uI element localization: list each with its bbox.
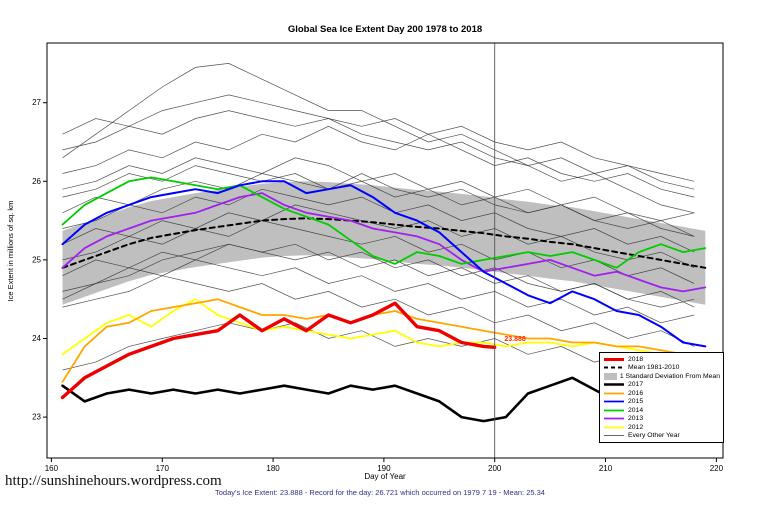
series-every-other-year — [62, 204, 695, 269]
series-every-other-year — [62, 188, 695, 253]
legend-item: 2012 — [603, 423, 720, 431]
series-every-other-year — [62, 94, 695, 182]
legend-label: 2018 — [628, 355, 644, 363]
legend-line-swatch — [604, 417, 624, 420]
legend-label: 2014 — [628, 406, 644, 414]
series-every-other-year — [62, 165, 695, 237]
series-2017 — [61, 376, 707, 427]
x-tick-label: 160 — [45, 464, 59, 473]
x-tick-label: 180 — [266, 464, 280, 473]
legend-item: 2013 — [603, 415, 720, 423]
series-every-other-year — [62, 220, 695, 284]
std-dev-band — [62, 181, 706, 305]
y-axis-label: Ice Extent in millions of sq. km — [6, 201, 15, 302]
legend-item: 2018 — [603, 355, 720, 363]
footer-caption: Today's Ice Extent: 23.888 - Record for … — [215, 488, 545, 497]
legend-label: 2012 — [628, 423, 644, 431]
series-2013 — [61, 192, 707, 293]
y-tick-label: 27 — [32, 98, 41, 107]
legend-band-swatch — [604, 372, 617, 380]
legend-label: 2013 — [628, 415, 644, 423]
legend-line-swatch — [604, 426, 624, 428]
x-tick-label: 210 — [599, 464, 613, 473]
series-every-other-year — [62, 110, 695, 190]
legend-item: 2015 — [603, 398, 720, 406]
legend: 2018 Mean 1981-2010 1 Standard Deviation F… — [599, 352, 724, 443]
y-tick-label: 25 — [32, 255, 41, 264]
series-every-other-year — [62, 243, 695, 308]
legend-line-swatch — [604, 357, 624, 361]
legend-item: 2017 — [603, 381, 720, 389]
y-tick-label: 26 — [32, 177, 41, 186]
plot-border — [46, 42, 724, 459]
x-tick-label: 220 — [710, 464, 724, 473]
legend-label: Mean 1981-2010 — [628, 364, 680, 372]
legend-label: 2017 — [628, 381, 644, 389]
legend-label: 1 Standard Deviation From Mean — [619, 372, 720, 380]
series-2014 — [61, 176, 707, 269]
legend-line-swatch — [604, 392, 624, 395]
legend-line-swatch — [604, 400, 624, 403]
y-tick-label: 23 — [32, 413, 41, 422]
legend-line-swatch — [604, 435, 624, 436]
x-tick-label: 170 — [156, 464, 170, 473]
y-tick-label: 24 — [32, 334, 41, 343]
legend-item: 2014 — [603, 406, 720, 414]
legend-item: 2016 — [603, 389, 720, 397]
legend-label: 2016 — [628, 389, 644, 397]
legend-line-swatch — [604, 409, 624, 412]
legend-line-swatch — [604, 366, 624, 369]
source-url[interactable]: http://sunshinehours.wordpress.com — [5, 473, 222, 489]
legend-label: 2015 — [628, 398, 644, 406]
series-2016 — [61, 298, 707, 383]
series-every-other-year — [62, 259, 695, 324]
legend-item: 1 Standard Deviation From Mean — [603, 372, 720, 380]
legend-item: Every Other Year — [603, 432, 720, 440]
x-axis-label: Day of Year — [364, 472, 406, 481]
series-2015 — [61, 180, 707, 348]
series-every-other-year — [62, 275, 695, 347]
series-every-other-year — [62, 125, 695, 198]
today-extent-annotation: 23.888 — [504, 336, 526, 343]
series-every-other-year — [62, 63, 695, 214]
series-every-other-year — [62, 157, 695, 221]
x-tick-label: 200 — [488, 464, 502, 473]
series-every-other-year — [62, 322, 695, 371]
legend-line-swatch — [604, 383, 624, 387]
chart-title: Global Sea Ice Extent Day 200 1978 to 20… — [287, 24, 483, 35]
series-mean-1981-2010 — [61, 217, 707, 269]
legend-label: Every Other Year — [628, 432, 680, 440]
series-2018 — [60, 301, 497, 400]
x-tick-label: 190 — [377, 464, 391, 473]
legend-item: Mean 1981-2010 — [603, 364, 720, 372]
